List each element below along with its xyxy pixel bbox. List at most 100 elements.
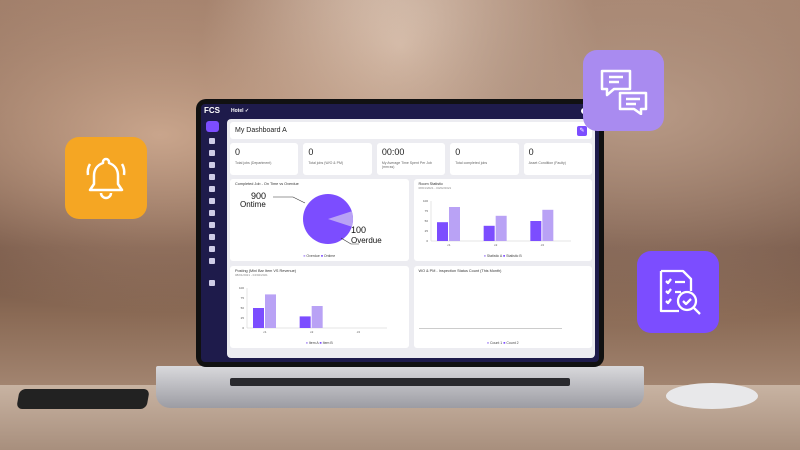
bar-statistic-b	[529, 221, 541, 241]
sidebar-item-7[interactable]	[209, 210, 215, 216]
room-statistic-panel: Room Statistic 08/01/2021 - 04/02/2021 0…	[413, 179, 592, 261]
y-tick-label: 75	[424, 209, 428, 213]
sidebar-item-11[interactable]	[209, 258, 215, 264]
page-title: My Dashboard A	[235, 127, 287, 134]
y-tick-label: 50	[241, 306, 245, 310]
x-tick-label: c2	[494, 243, 498, 247]
stat-label: Asset Condition (Faulty)	[528, 161, 566, 165]
stat-card[interactable]: 0 Asset Condition (Faulty)	[523, 143, 593, 175]
bell-icon	[86, 157, 126, 200]
chart-subtitle: 08/01/2021 - 04/02/2021	[235, 273, 268, 277]
bar-item-a	[265, 294, 276, 328]
legend-b: Count 2	[506, 341, 519, 345]
chat-icon	[600, 69, 647, 115]
bar-statistic-a	[448, 207, 460, 241]
laptop-hinge	[230, 378, 570, 386]
legend-a: Count 1	[489, 341, 503, 345]
posting-panel: Posting (Mini Bar Item VS Revenue) 08/01…	[230, 266, 409, 348]
pie-label-overdue_value: 100	[351, 225, 366, 235]
stat-label: My Average Time Spent Per Job (mm:ss)	[381, 161, 432, 169]
sidebar-item-9[interactable]	[209, 234, 215, 240]
document-search-icon	[659, 269, 701, 315]
stat-card[interactable]: 00:00 My Average Time Spent Per Job (mm:s…	[376, 143, 446, 175]
sidebar: FCS	[201, 104, 223, 362]
dashboard-header: My Dashboard A ✎	[230, 122, 592, 139]
bar-statistic-a	[541, 209, 553, 241]
leader-line	[340, 237, 359, 245]
pie-label-ontime: Ontime	[240, 200, 266, 209]
legend: ■ Item A ■ Item B	[305, 341, 333, 345]
pie-slice-overdue	[328, 211, 353, 227]
stat-card[interactable]: 0 Total jobs (Department)	[230, 143, 299, 175]
stat-card[interactable]: 0 Total jobs (W/O & PM)	[303, 143, 372, 175]
main-content: My Dashboard A ✎ 0 Total jobs (Department…	[227, 119, 595, 358]
stat-value: 0	[455, 147, 461, 157]
chart-subtitle: 08/01/2021 - 04/02/2021	[418, 186, 452, 190]
legend-b: Statistic B	[506, 254, 522, 258]
stat-card[interactable]: 0 Total completed jobs	[450, 143, 519, 175]
sidebar-item-10[interactable]	[209, 246, 215, 252]
x-axis	[418, 328, 562, 329]
sidebar-item-12[interactable]	[209, 280, 215, 286]
legend-b: Item B	[322, 341, 333, 345]
stat-value: 00:00	[381, 147, 405, 157]
chart-title: Posting (Mini Bar Item VS Revenue)	[235, 269, 296, 273]
sidebar-item-6[interactable]	[209, 198, 215, 204]
sidebar-item-5[interactable]	[209, 186, 215, 192]
x-tick-label: c1	[447, 243, 451, 247]
laptop-base	[156, 366, 644, 408]
sidebar-item-1[interactable]	[209, 138, 215, 144]
y-tick-label: 100	[239, 286, 244, 290]
pie-panel: Completed Job - On Time vs Overdue 900 On…	[230, 179, 409, 261]
sidebar-item-dashboard[interactable]	[205, 121, 219, 132]
sidebar-item-2[interactable]	[209, 150, 215, 156]
legend-a: Item A	[308, 341, 319, 345]
stat-value: 0	[308, 147, 314, 157]
x-tick-label: c1	[263, 330, 267, 334]
y-tick-label: 100	[422, 199, 427, 203]
laptop-screen: FCS Hotel ✓ My Dashboard A ✎ 0 Total jobs…	[196, 99, 604, 367]
dashboard-app: FCS Hotel ✓ My Dashboard A ✎ 0 Total jobs…	[201, 104, 599, 362]
logo: FCS	[204, 106, 220, 115]
edit-icon[interactable]: ✎	[577, 125, 587, 136]
bar-item-b	[253, 308, 264, 328]
bar-statistic-b	[483, 225, 495, 241]
stat-label: Total completed jobs	[455, 161, 488, 165]
legend-ontime: Ontime	[323, 254, 336, 258]
bar-item-b	[299, 316, 311, 328]
document-search-tile	[637, 251, 719, 333]
x-tick-label: c3	[357, 330, 361, 334]
bar-item-a	[311, 306, 323, 328]
chat-tile	[583, 50, 664, 131]
chart-title: Room Statistic	[418, 182, 443, 186]
chart-title: Completed Job - On Time vs Overdue	[235, 182, 299, 186]
x-tick-label: c3	[540, 243, 544, 247]
stat-label: Total jobs (W/O & PM)	[308, 161, 344, 165]
y-tick-label: 0	[242, 326, 244, 330]
y-tick-label: 50	[424, 219, 428, 223]
pie-label-ontime_value: 900	[251, 191, 266, 201]
bell-tile	[65, 137, 147, 219]
sidebar-item-3[interactable]	[209, 162, 215, 168]
bar-statistic-b	[436, 222, 448, 241]
smartphone	[16, 389, 150, 409]
breadcrumb[interactable]: Hotel ✓	[231, 108, 250, 114]
chart-title: WO & PM - Inspection Status Count (This …	[418, 269, 502, 273]
sidebar-item-8[interactable]	[209, 222, 215, 228]
stat-value: 0	[528, 147, 534, 157]
x-tick-label: c2	[310, 330, 314, 334]
legend-a: Statistic A	[486, 254, 503, 258]
inspection-panel: WO & PM - Inspection Status Count (This …	[413, 266, 592, 348]
sidebar-item-4[interactable]	[209, 174, 215, 180]
bar-statistic-a	[495, 215, 507, 241]
legend: ■ Count 1 ■ Count 2	[486, 341, 519, 345]
stat-value: 0	[235, 147, 241, 157]
stat-label: Total jobs (Department)	[235, 161, 272, 165]
leader-line	[273, 196, 306, 204]
y-tick-label: 25	[424, 229, 428, 233]
mouse	[666, 383, 758, 409]
pie-label-overdue: Overdue	[351, 236, 382, 245]
y-tick-label: 25	[241, 316, 245, 320]
legend-overdue: Overdue	[306, 254, 320, 258]
legend: ■ Statistic A ■ Statistic B	[483, 254, 522, 258]
